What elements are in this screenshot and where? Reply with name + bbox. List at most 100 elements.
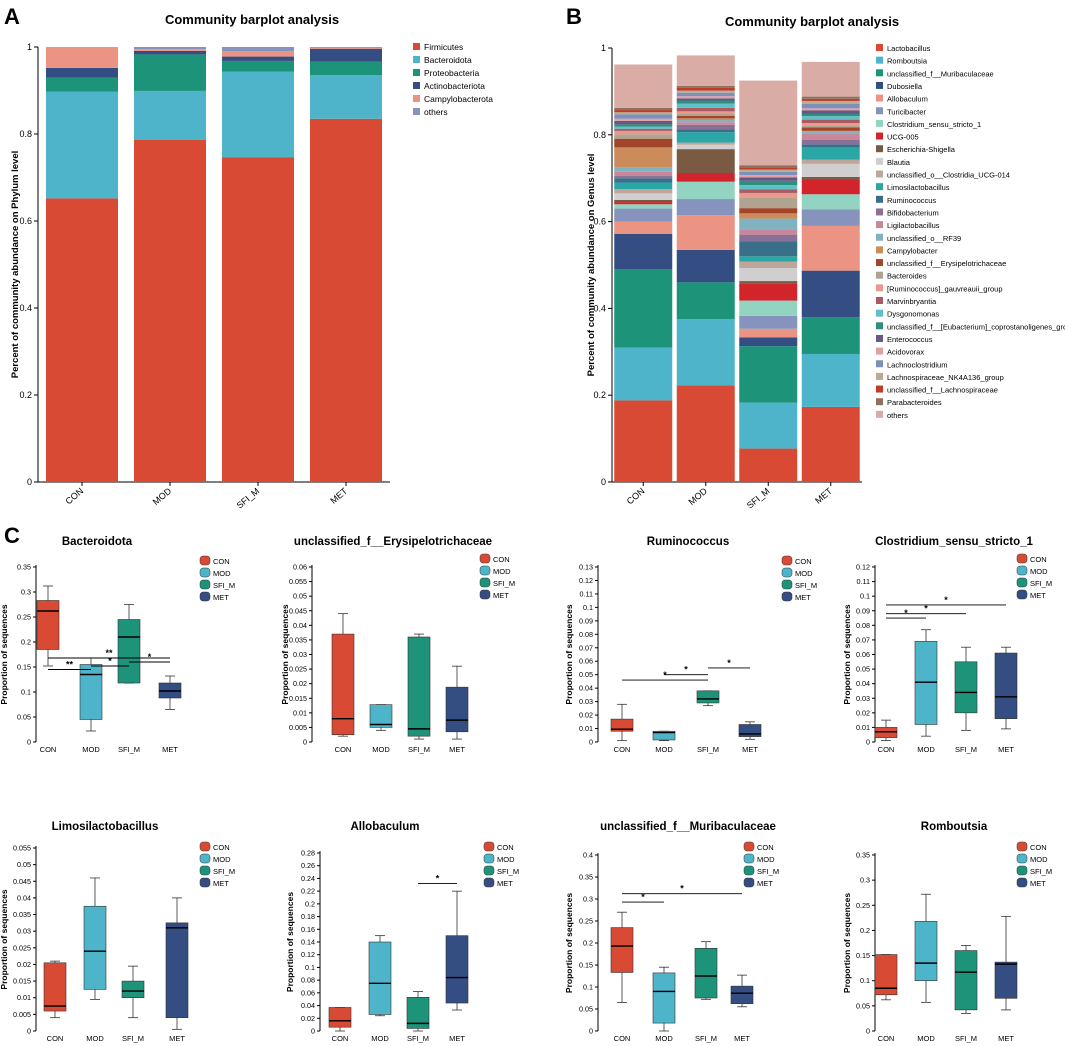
bar-segment: [614, 120, 673, 125]
y-tick-label: 0.06: [301, 988, 315, 997]
legend-swatch: [483, 877, 495, 888]
bar-segment: [222, 56, 294, 61]
bar-segment: [46, 67, 118, 78]
box: [954, 661, 978, 714]
y-tick-label: 0.09: [856, 606, 870, 615]
bar-segment: [676, 122, 735, 125]
significance-label: *: [148, 652, 152, 662]
bar-segment: [310, 118, 382, 483]
legend-swatch: [1016, 853, 1028, 864]
y-tick-label: 0.025: [13, 943, 31, 952]
y-tick-label: 0: [27, 1027, 31, 1036]
y-tick-label: 0.06: [856, 650, 870, 659]
legend-label: unclassified_f__[Eubacterium]_coprostano…: [887, 322, 1065, 331]
y-tick-label: 0.055: [13, 844, 31, 853]
bar-segment: [614, 347, 673, 401]
box: [79, 664, 103, 720]
significance-label: *: [727, 658, 731, 668]
legend-label: Actinobacteriota: [424, 81, 485, 91]
box: [43, 962, 67, 1012]
legend-label: Turicibacter: [887, 107, 926, 116]
x-tick-label: CON: [614, 745, 631, 754]
x-tick-label: MET: [813, 486, 834, 506]
bar-segment: [676, 149, 735, 173]
x-tick-label: MET: [998, 745, 1014, 754]
bar-segment: [801, 179, 860, 195]
x-tick-label: SFI_M: [745, 486, 772, 511]
significance-label: *: [436, 874, 440, 884]
legend-label: unclassified_f__Muribaculaceae: [887, 69, 994, 78]
bar-segment: [801, 133, 860, 141]
bar-segment: [310, 75, 382, 119]
legend-swatch: [1016, 577, 1028, 588]
legend-swatch: [876, 360, 883, 368]
legend-swatch: [199, 877, 211, 888]
chart-title: Community barplot analysis: [165, 12, 339, 27]
x-tick-label: SFI_M: [955, 745, 977, 754]
y-tick-label: 0.2: [21, 638, 31, 647]
legend-swatch: [876, 309, 883, 317]
x-tick-label: MOD: [917, 745, 935, 754]
y-tick-label: 0.1: [583, 983, 593, 992]
bar-segment: [614, 128, 673, 131]
x-tick-label: CON: [878, 1034, 895, 1043]
x-tick-label: SFI_M: [695, 1034, 717, 1043]
legend-label: unclassified_f__Erysipelotrichaceae: [887, 259, 1006, 268]
x-tick-label: SFI_M: [955, 1034, 977, 1043]
bar-segment: [134, 90, 206, 140]
legend-swatch: [479, 589, 491, 600]
y-tick-label: 0: [866, 738, 870, 747]
box: [696, 690, 720, 704]
box: [652, 730, 676, 741]
legend-label: Romboutsia: [887, 57, 928, 66]
legend-label: CON: [213, 557, 230, 566]
y-tick-label: 0.2: [860, 926, 870, 935]
y-tick-label: 0.35: [856, 851, 870, 860]
legend-swatch: [876, 398, 883, 406]
bar-segment: [739, 213, 798, 219]
box: [445, 686, 469, 733]
bar-segment: [614, 176, 673, 179]
y-tick-label: 0.11: [580, 589, 593, 598]
y-tick-label: 0.015: [13, 977, 31, 986]
bar-segment: [676, 124, 735, 130]
bar-segment: [801, 113, 860, 117]
box: [994, 652, 1018, 719]
bar-segment: [676, 144, 735, 150]
y-tick-label: 0.03: [17, 927, 31, 936]
bar-segment: [801, 317, 860, 354]
bar-segment: [801, 163, 860, 177]
y-tick-label: 0.11: [857, 577, 870, 586]
x-tick-label: MET: [998, 1034, 1014, 1043]
bar-segment: [801, 96, 860, 99]
bar-segment: [739, 281, 798, 284]
bar-segment: [614, 233, 673, 270]
bar-segment: [801, 406, 860, 482]
bar-segment: [676, 98, 735, 101]
x-tick-label: MET: [162, 745, 178, 754]
y-tick-label: 0.6: [19, 216, 32, 226]
y-tick-label: 0.05: [17, 860, 31, 869]
x-tick-label: MOD: [655, 745, 673, 754]
legend-swatch: [1016, 877, 1028, 888]
legend-label: Allobaculum: [887, 95, 928, 104]
legend-label: CON: [1030, 843, 1047, 852]
y-tick-label: 0.02: [856, 708, 870, 717]
y-tick-label: 0.05: [293, 592, 307, 601]
legend-swatch: [876, 233, 883, 241]
legend-label: Lachnoclostridium: [887, 360, 947, 369]
y-tick-label: 0.6: [593, 217, 606, 227]
legend-swatch: [876, 44, 883, 51]
significance-label: **: [105, 648, 113, 658]
bar-segment: [676, 129, 735, 133]
bar-segment: [676, 100, 735, 104]
legend-label: Bacteroidota: [424, 55, 472, 65]
legend-swatch: [199, 865, 211, 876]
bar-segment: [676, 113, 735, 116]
legend-label: SFI_M: [795, 581, 817, 590]
y-tick-label: 0.03: [579, 697, 593, 706]
bar-segment: [739, 218, 798, 230]
chart-title: Romboutsia: [921, 821, 988, 833]
y-axis-label: Proportion of sequences: [564, 604, 574, 704]
y-tick-label: 0.02: [301, 1014, 315, 1023]
